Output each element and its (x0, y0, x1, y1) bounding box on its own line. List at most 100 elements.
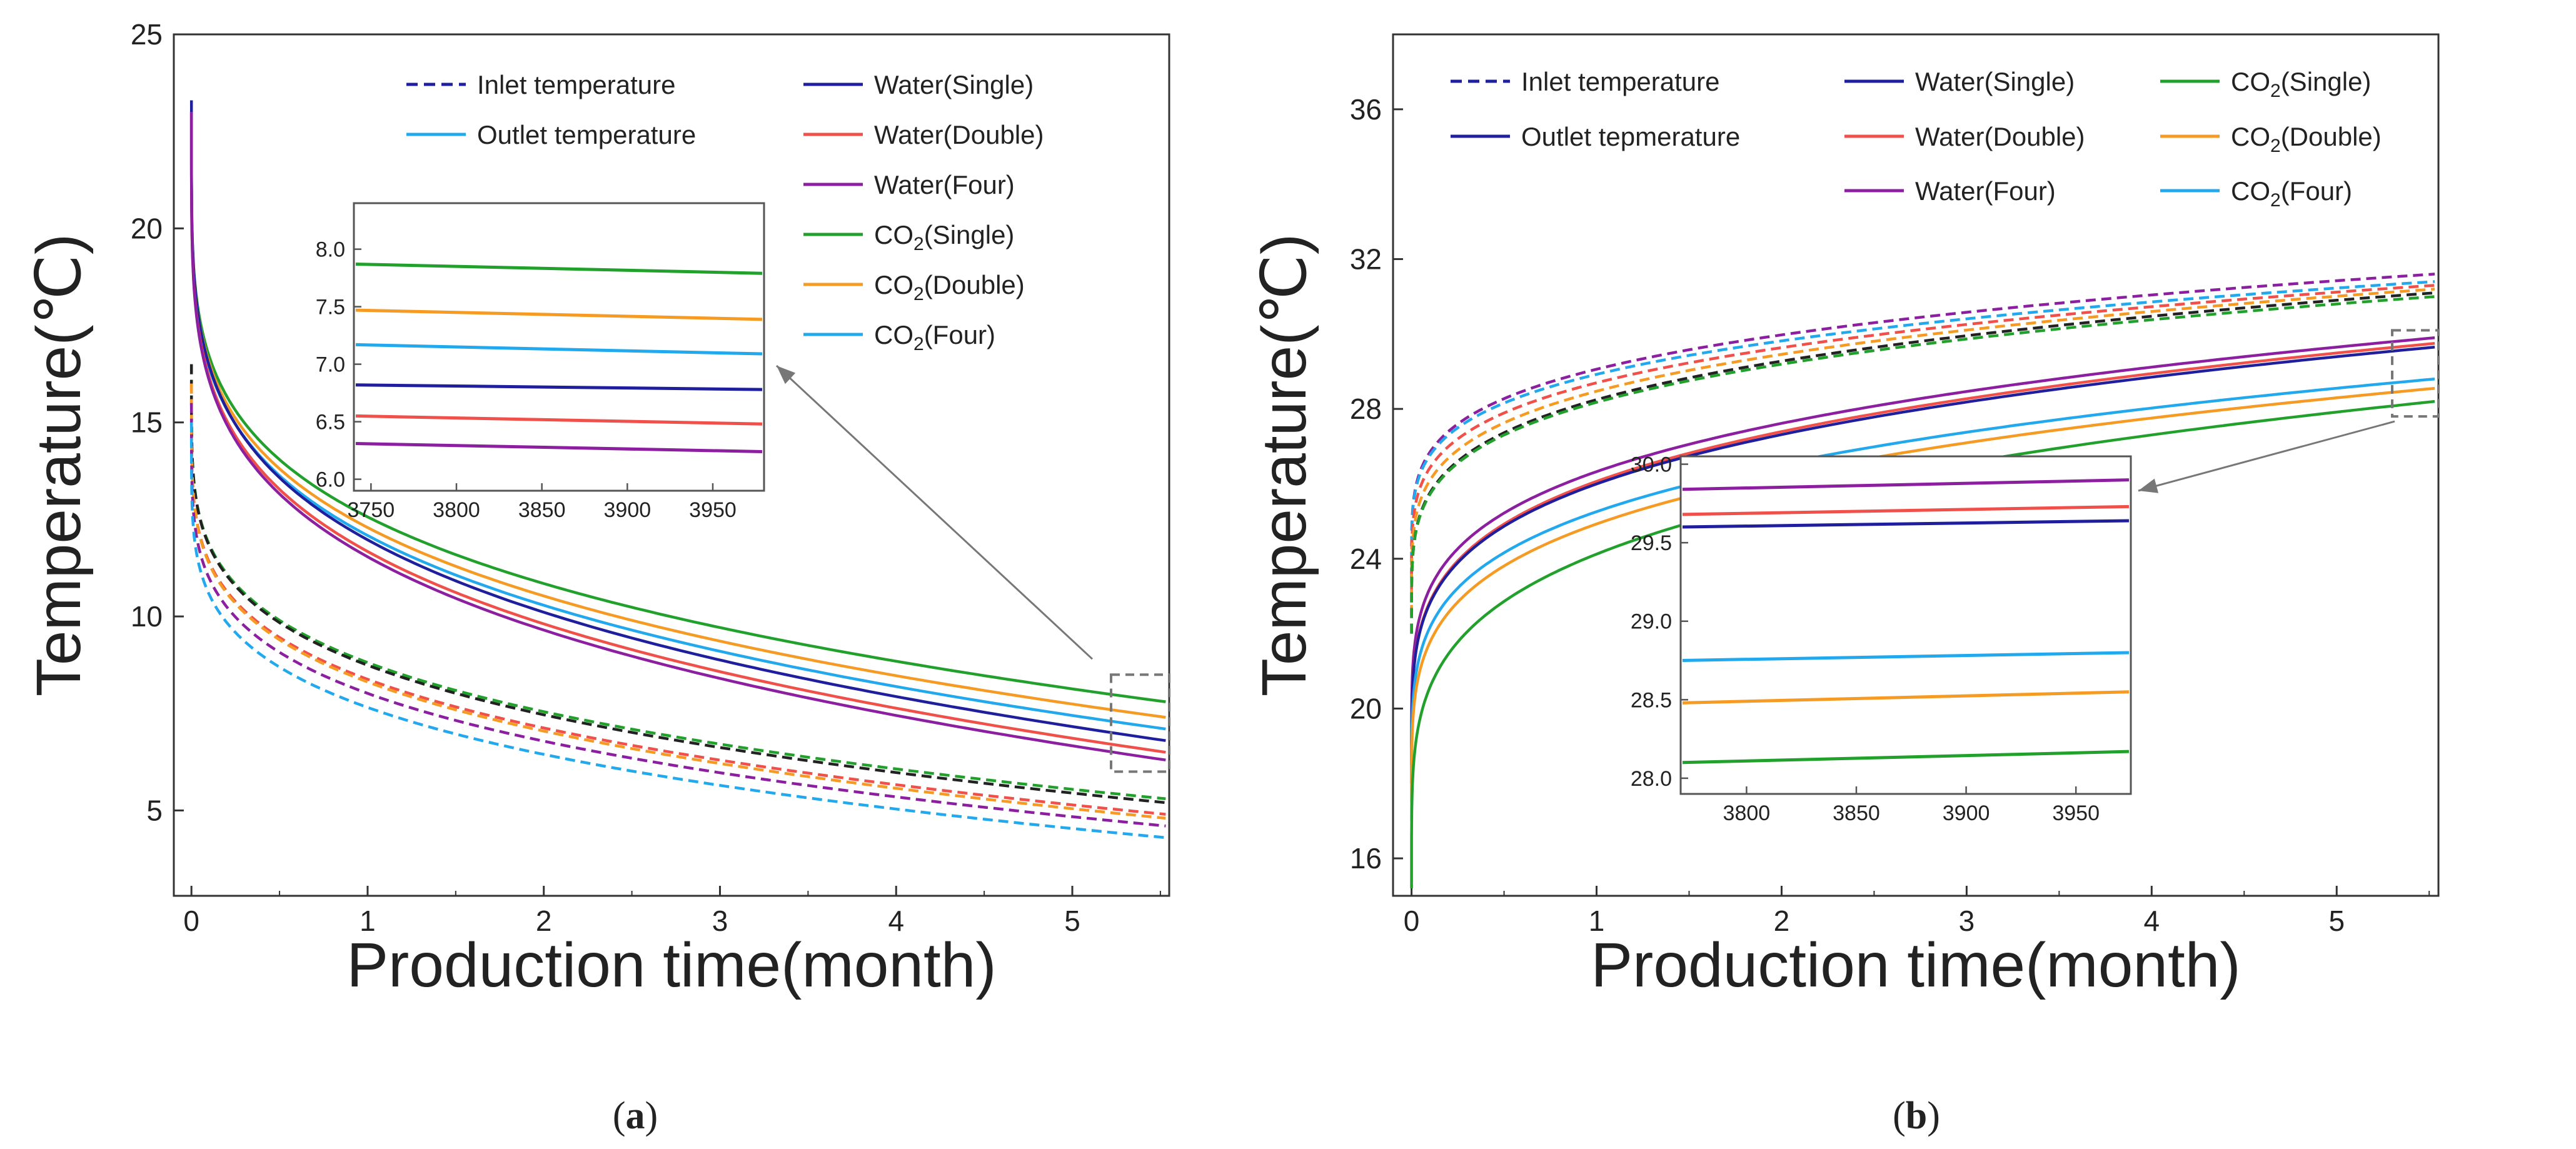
plot-frame (173, 33, 1170, 897)
legend-label: Water(Single) (1915, 67, 2075, 96)
legend-label: Inlet temperature (477, 70, 676, 99)
series-line (1410, 273, 2435, 578)
x-tick-label: 0 (1404, 905, 1420, 937)
inset-y-tick-label: 7.0 (316, 353, 345, 377)
inset-series-line (355, 308, 763, 321)
y-tick-label: 24 (1350, 543, 1382, 575)
inset-y-tick-label: 28.5 (1631, 688, 1672, 712)
inset-x-tick-label: 3900 (1943, 801, 1990, 825)
x-axis-title: Production time(month) (346, 930, 996, 1000)
zoom-arrow-head (2138, 478, 2159, 493)
inset-y-tick-label: 30.0 (1631, 453, 1672, 477)
zoom-arrow (2138, 420, 2395, 492)
inset-y-tick-label: 7.5 (316, 296, 345, 319)
zoom-box (2391, 329, 2440, 418)
y-tick-label: 20 (1350, 692, 1382, 725)
legend-label: CO2(Double) (874, 270, 1025, 304)
inset-series-line (355, 442, 763, 453)
inset-y-tick-label: 29.5 (1631, 531, 1672, 555)
legend-label: CO2(Four) (874, 320, 995, 354)
y-tick-label: 36 (1350, 93, 1382, 126)
caption-b: (b) (1893, 1095, 1940, 1137)
x-tick-label: 5 (2328, 905, 2345, 937)
x-tick-label: 1 (1589, 905, 1605, 937)
legend-label: Water(Four) (874, 170, 1015, 199)
legend-label: Water(Single) (874, 70, 1034, 99)
inset-series-line (1682, 504, 2130, 516)
inset-series-line (355, 414, 763, 426)
series-line (1410, 399, 2435, 888)
legend-label: Outlet tepmerature (1521, 122, 1740, 151)
series-line (189, 112, 1166, 703)
series-line (1410, 377, 2435, 803)
series-line (1410, 280, 2435, 578)
series-line (189, 364, 1166, 805)
series-line (189, 100, 1166, 742)
x-tick-label: 0 (183, 905, 199, 937)
series-line (189, 403, 1166, 828)
panel-b: 0 1 2 3 4 5 16 20 24 28 32 36 Production time(month)… (1249, 33, 2440, 1000)
y-tick-label: 28 (1350, 393, 1382, 425)
inset-x-tick-label: 3950 (689, 498, 737, 522)
legend-label: Water(Double) (1915, 122, 2085, 151)
x-tick-label: 1 (360, 905, 376, 937)
x-tick-label: 4 (2144, 905, 2160, 937)
series-line (1410, 284, 2435, 596)
legend-label: CO2(Double) (2231, 122, 2382, 156)
y-tick-label: 16 (1350, 842, 1382, 875)
x-tick-label: 2 (1774, 905, 1790, 937)
inset-y-tick-label: 8.0 (316, 238, 345, 262)
zoom-box (1110, 673, 1170, 773)
legend-label: Water(Four) (1915, 176, 2056, 206)
inset-series-line (1682, 519, 2130, 529)
y-tick-label: 15 (131, 406, 163, 439)
zoom-arrow-head (777, 366, 796, 384)
y-axis-title: Temperature(℃) (24, 234, 94, 696)
plot-frame (1392, 33, 2440, 897)
zoom-arrow (775, 364, 1094, 660)
inset-series-line (355, 383, 763, 391)
legend-label: CO2(Single) (874, 220, 1014, 254)
panel-a: 0 1 2 3 4 5 5 10 15 20 25 Production time(month) Tem… (24, 18, 1170, 1000)
series-line (1410, 346, 2435, 784)
y-axis-title: Temperature(℃) (1249, 234, 1319, 696)
y-tick-label: 10 (131, 600, 163, 633)
inset-series-line (1682, 651, 2130, 663)
caption-a: (a) (613, 1095, 658, 1137)
inset-y-tick-label: 28.0 (1631, 767, 1672, 791)
y-tick-label: 25 (131, 18, 163, 51)
series-line (1410, 386, 2435, 821)
inset-x-tick-label: 3800 (433, 498, 480, 522)
y-tick-label: 32 (1350, 243, 1382, 275)
inset-x-tick-label: 3750 (348, 498, 395, 522)
inset-series-line (355, 343, 763, 356)
series-line (189, 383, 1166, 816)
series-line (1410, 295, 2435, 634)
inset-series-line (355, 263, 763, 275)
series-line (1410, 288, 2435, 615)
inset-y-tick-label: 29.0 (1631, 610, 1672, 634)
x-tick-label: 5 (1064, 905, 1080, 937)
x-axis-title: Production time(month) (1591, 930, 2240, 1000)
inset-y-tick-label: 6.5 (316, 411, 345, 434)
series-line (189, 383, 1166, 820)
legend-label: Water(Double) (874, 120, 1044, 149)
series-line (189, 112, 1166, 761)
y-tick-label: 5 (146, 794, 163, 826)
x-tick-label: 2 (536, 905, 552, 937)
legend-label: CO2(Single) (2231, 67, 2371, 101)
legend-label: Outlet temperature (477, 120, 696, 149)
series-line (189, 364, 1166, 801)
x-tick-label: 4 (888, 905, 904, 937)
x-tick-label: 3 (1959, 905, 1975, 937)
y-tick-label: 20 (131, 212, 163, 244)
inset-series-line (1682, 750, 2130, 765)
series-line (1410, 336, 2435, 765)
legend-label: Inlet temperature (1521, 67, 1720, 96)
inset-x-tick-label: 3800 (1723, 801, 1771, 825)
inset-y-tick-label: 6.0 (316, 468, 345, 492)
legend-label: CO2(Four) (2231, 176, 2352, 211)
x-tick-label: 3 (712, 905, 728, 937)
inset-x-tick-label: 3900 (604, 498, 652, 522)
